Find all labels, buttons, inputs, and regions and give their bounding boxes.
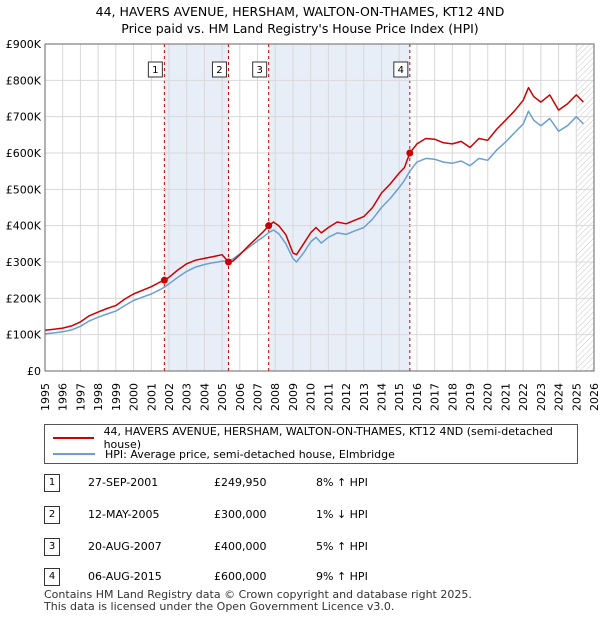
x-tick-label: 2006 <box>234 383 247 411</box>
x-tick-label: 2021 <box>499 383 512 411</box>
x-tick-label: 1997 <box>74 383 87 411</box>
sale-label-box <box>211 61 227 78</box>
x-tick-label: 2000 <box>128 383 141 411</box>
shaded-period <box>164 44 229 371</box>
chart-title-line2: Price paid vs. HM Land Registry's House … <box>121 21 479 36</box>
sale-date: 12-MAY-2005 <box>88 508 160 521</box>
sale-price: £300,000 <box>214 508 267 521</box>
legend-swatch-property <box>53 437 94 439</box>
y-tick-label: £500K <box>6 183 42 196</box>
sale-hpi-change: 5% ↑ HPI <box>316 540 368 553</box>
x-tick-label: 1995 <box>39 383 52 411</box>
y-tick-label: £400K <box>6 220 42 233</box>
sale-row: 1 27-SEP-2001 £249,950 8% ↑ HPI <box>44 474 424 494</box>
y-tick-label: £900K <box>6 38 42 51</box>
sale-label-text: 2 <box>216 65 222 76</box>
x-tick-label: 2023 <box>535 383 548 411</box>
y-tick-label: £200K <box>6 292 42 305</box>
x-tick-label: 2013 <box>358 383 371 411</box>
y-tick-label: £600K <box>6 147 42 160</box>
plot-border <box>44 43 595 372</box>
legend-item-hpi: HPI: Average price, semi-detached house,… <box>53 446 395 462</box>
legend-label-hpi: HPI: Average price, semi-detached house,… <box>105 447 395 461</box>
y-tick-label: £300K <box>6 256 42 269</box>
x-tick-label: 2020 <box>482 383 495 411</box>
sale-date: 06-AUG-2015 <box>88 570 162 583</box>
sale-point <box>406 149 414 157</box>
x-tick-label: 2022 <box>517 383 530 411</box>
x-tick-label: 2001 <box>145 383 158 411</box>
sale-label-box <box>147 61 163 78</box>
sale-price: £400,000 <box>214 540 267 553</box>
sale-point <box>224 258 232 266</box>
sale-number-badge: 4 <box>44 568 60 586</box>
x-tick-label: 2014 <box>375 383 388 411</box>
x-tick-label: 2009 <box>287 383 300 411</box>
x-tick-label: 2004 <box>198 383 211 411</box>
x-tick-label: 2025 <box>570 383 583 411</box>
hpi-line <box>44 110 584 335</box>
x-tick-label: 2008 <box>269 383 282 411</box>
x-tick-label: 2017 <box>429 383 442 411</box>
sale-price: £249,950 <box>214 476 267 489</box>
sale-label-box <box>393 61 409 78</box>
price-chart: 1 2 3 4 £0 £100K £200K £300K £400K £500K £600K £70… <box>6 38 600 411</box>
sale-date: 20-AUG-2007 <box>88 540 162 553</box>
sale-number-badge: 2 <box>44 506 60 524</box>
sale-point <box>265 222 273 230</box>
sale-row: 4 06-AUG-2015 £600,000 9% ↑ HPI <box>44 568 424 588</box>
legend-swatch-hpi <box>53 453 95 455</box>
footer-copyright: Contains HM Land Registry data © Crown c… <box>44 588 472 601</box>
x-tick-label: 2018 <box>446 383 459 411</box>
sale-row: 3 20-AUG-2007 £400,000 5% ↑ HPI <box>44 538 424 558</box>
x-tick-label: 2026 <box>588 383 600 411</box>
footer: Contains HM Land Registry data © Crown c… <box>44 589 472 613</box>
sale-price: £600,000 <box>214 570 267 583</box>
sale-row: 2 12-MAY-2005 £300,000 1% ↓ HPI <box>44 506 424 526</box>
sale-label-text: 4 <box>398 65 404 76</box>
x-tick-label: 2016 <box>411 383 424 411</box>
x-tick-label: 2011 <box>322 383 335 411</box>
x-tick-label: 2002 <box>163 383 176 411</box>
property-price-line <box>44 86 584 332</box>
forecast-region <box>576 44 594 371</box>
x-tick-label: 1999 <box>110 383 123 411</box>
chart-title: 44, HAVERS AVENUE, HERSHAM, WALTON-ON-TH… <box>0 3 600 37</box>
sale-hpi-change: 8% ↑ HPI <box>316 476 368 489</box>
legend: 44, HAVERS AVENUE, HERSHAM, WALTON-ON-TH… <box>44 424 578 464</box>
sale-date: 27-SEP-2001 <box>88 476 159 489</box>
x-tick-label: 2015 <box>393 383 406 411</box>
x-tick-label: 1998 <box>92 383 105 411</box>
legend-item-property: 44, HAVERS AVENUE, HERSHAM, WALTON-ON-TH… <box>53 425 577 451</box>
y-tick-label: £100K <box>6 329 42 342</box>
x-tick-label: 2003 <box>181 383 194 411</box>
x-tick-label: 2005 <box>216 383 229 411</box>
y-tick-label: £700K <box>6 111 42 124</box>
y-tick-label: £0 <box>27 365 41 378</box>
shaded-period <box>268 44 410 371</box>
footer-licence: This data is licensed under the Open Gov… <box>44 600 395 613</box>
x-tick-label: 2007 <box>252 383 265 411</box>
sale-point <box>160 276 168 284</box>
x-tick-label: 1996 <box>57 383 70 411</box>
chart-title-line1: 44, HAVERS AVENUE, HERSHAM, WALTON-ON-TH… <box>95 4 505 19</box>
y-tick-label: £800K <box>6 74 42 87</box>
sale-label-text: 3 <box>256 65 262 76</box>
x-tick-label: 2010 <box>305 383 318 411</box>
sale-label-text: 1 <box>152 65 158 76</box>
sale-hpi-change: 1% ↓ HPI <box>316 508 368 521</box>
sale-hpi-change: 9% ↑ HPI <box>316 570 368 583</box>
sale-number-badge: 3 <box>44 538 60 556</box>
sale-number-badge: 1 <box>44 474 60 492</box>
legend-label-property: 44, HAVERS AVENUE, HERSHAM, WALTON-ON-TH… <box>103 425 553 451</box>
x-tick-label: 2012 <box>340 383 353 411</box>
sale-label-box <box>252 61 268 78</box>
x-tick-label: 2024 <box>553 383 566 411</box>
x-tick-label: 2019 <box>464 383 477 411</box>
